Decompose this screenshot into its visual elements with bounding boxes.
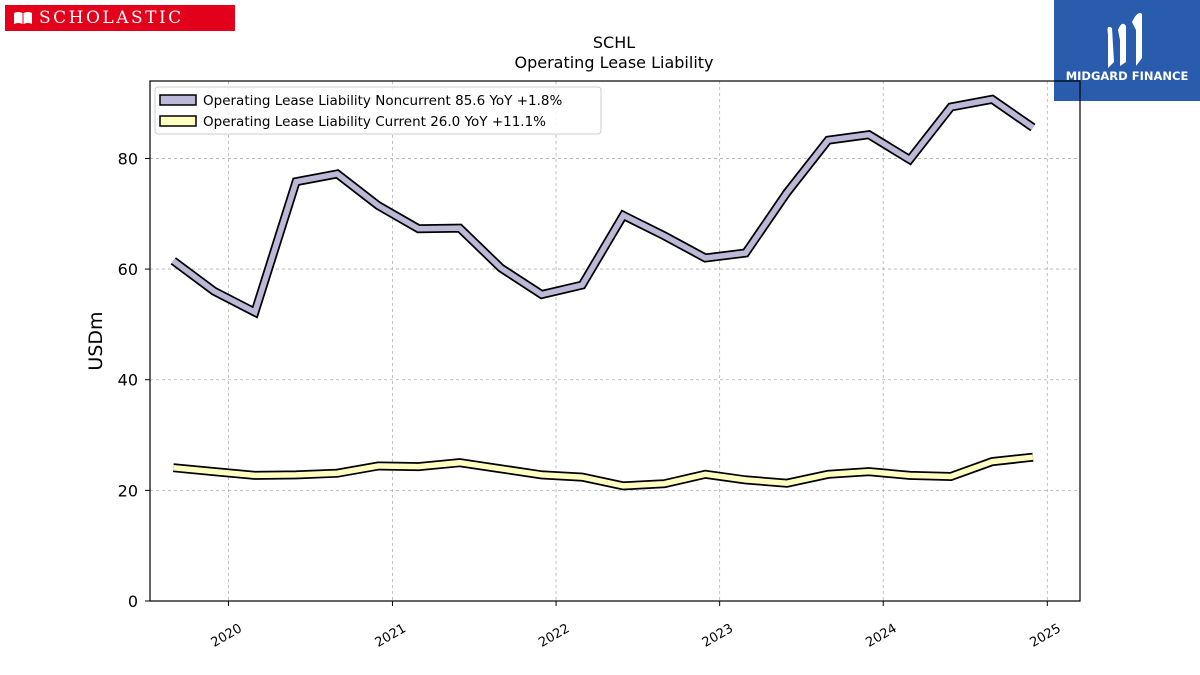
legend-label-noncurrent: Operating Lease Liability Noncurrent 85.…: [203, 93, 563, 109]
y-axis-label: USDm: [85, 311, 107, 370]
x-tick-label: 2024: [863, 621, 899, 651]
plot-frame: [149, 80, 1081, 602]
scholastic-logo: SCHOLASTIC: [5, 5, 235, 31]
chart-title: SCHL: [593, 33, 635, 52]
legend-label-current: Operating Lease Liability Current 26.0 Y…: [203, 114, 546, 130]
x-tick-label: 2023: [700, 621, 736, 651]
legend-swatch-noncurrent: [159, 94, 197, 106]
x-tick-label: 2021: [373, 621, 409, 651]
x-tick-label: 2025: [1027, 621, 1063, 651]
x-tick-label: 2020: [209, 621, 245, 651]
y-tick-label: 60: [118, 260, 138, 279]
open-book-icon: [14, 12, 32, 24]
legend: Operating Lease Liability Noncurrent 85.…: [154, 86, 602, 135]
legend-swatch-current: [159, 115, 197, 127]
midgard-emblem-icon: [1107, 13, 1142, 68]
scholastic-logo-text: SCHOLASTIC: [39, 8, 184, 28]
midgard-finance-logo: MIDGARD FINANCE: [1054, 0, 1200, 101]
y-tick-label: 40: [118, 371, 138, 390]
midgard-finance-label: MIDGARD FINANCE: [1065, 69, 1189, 83]
y-tick-label: 0: [128, 592, 138, 611]
y-tick-label: 80: [118, 149, 138, 168]
y-tick-label: 20: [118, 481, 138, 500]
series-line-current: [173, 454, 1034, 489]
legend-box: [154, 86, 602, 135]
series-line-noncurrent: [171, 96, 1035, 317]
x-tick-label: 2022: [536, 621, 572, 651]
chart-subtitle: Operating Lease Liability: [514, 53, 713, 72]
